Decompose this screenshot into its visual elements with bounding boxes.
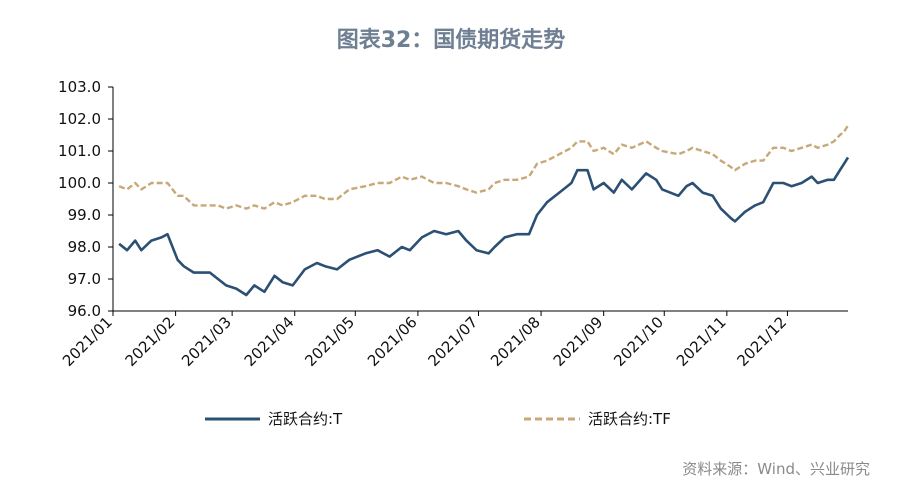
y-tick-label: 98.0 — [68, 238, 101, 256]
series-line-tf — [118, 124, 850, 210]
legend-label-tf: 活跃合约:TF — [588, 410, 671, 428]
x-tick-label: 2021/05 — [301, 313, 358, 370]
x-tick-label: 2021/01 — [59, 313, 116, 370]
x-tick-label: 2021/11 — [673, 313, 730, 370]
x-tick-label: 2021/10 — [610, 313, 667, 370]
series-lines — [118, 124, 850, 297]
x-tick-label: 2021/03 — [178, 313, 235, 370]
x-axis: 2021/01 2021/02 2021/03 2021/04 2021/05 2021/… — [59, 310, 848, 370]
y-tick-label: 96.0 — [68, 302, 101, 320]
x-tick-label: 2021/07 — [425, 313, 482, 370]
y-axis: 96.0 97.0 98.0 99.0 100.0 101.0 102.0 103.0 — [58, 78, 114, 320]
x-tick-label: 2021/12 — [733, 313, 790, 370]
series-line-t — [118, 156, 850, 297]
x-tick-label: 2021/09 — [550, 313, 607, 370]
x-tick-label: 2021/04 — [241, 313, 298, 370]
y-tick-label: 103.0 — [58, 78, 101, 96]
y-tick-label: 101.0 — [58, 142, 101, 160]
chart-title: 图表32：国债期货走势 — [336, 28, 566, 53]
legend: 活跃合约:T 活跃合约:TF — [205, 410, 671, 428]
y-tick-label: 97.0 — [68, 270, 101, 288]
x-tick-label: 2021/08 — [487, 313, 544, 370]
y-tick-label: 100.0 — [58, 174, 101, 192]
y-tick-label: 102.0 — [58, 110, 101, 128]
x-tick-label: 2021/02 — [122, 313, 179, 370]
y-tick-label: 99.0 — [68, 206, 101, 224]
source-note: 资料来源：Wind、兴业研究 — [682, 460, 870, 478]
legend-label-t: 活跃合约:T — [268, 410, 343, 428]
x-tick-label: 2021/06 — [364, 313, 421, 370]
